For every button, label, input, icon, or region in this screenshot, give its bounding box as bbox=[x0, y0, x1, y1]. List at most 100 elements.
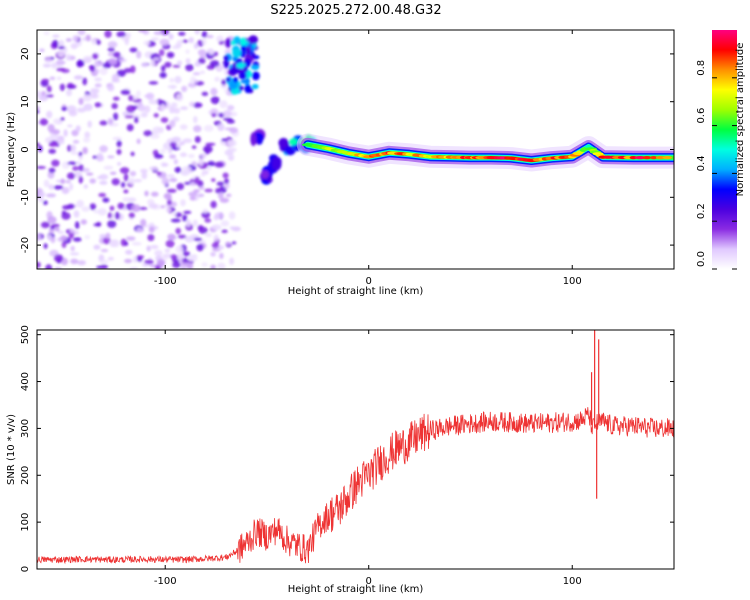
noise-speckle bbox=[151, 191, 159, 197]
noise-speckle bbox=[129, 171, 137, 177]
burst-blob bbox=[230, 40, 236, 46]
noise-speckle bbox=[61, 212, 71, 220]
noise-speckle bbox=[136, 255, 145, 259]
noise-speckle bbox=[167, 85, 178, 89]
noise-speckle bbox=[219, 100, 228, 109]
noise-speckle bbox=[134, 179, 142, 183]
noise-speckle bbox=[207, 160, 216, 167]
noise-speckle bbox=[38, 95, 49, 102]
noise-speckle bbox=[217, 192, 224, 199]
colorbar-label: Normalized spectral amplitude bbox=[735, 43, 746, 197]
noise-speckle bbox=[81, 37, 87, 41]
noise-speckle bbox=[160, 205, 165, 209]
noise-speckle bbox=[173, 107, 181, 114]
noise-speckle bbox=[53, 118, 62, 125]
transition-blob bbox=[250, 132, 257, 147]
snr-y-label: SNR (10 * v/v) bbox=[6, 414, 17, 485]
noise-speckle bbox=[174, 212, 183, 218]
noise-speckle bbox=[130, 151, 135, 157]
snr-y-tick-label: 0 bbox=[20, 566, 31, 572]
noise-speckle bbox=[102, 174, 109, 180]
noise-speckle bbox=[162, 256, 169, 260]
noise-speckle bbox=[82, 77, 88, 86]
noise-speckle bbox=[187, 256, 198, 262]
noise-speckle bbox=[95, 39, 101, 45]
noise-speckle bbox=[182, 257, 189, 264]
noise-speckle bbox=[144, 259, 154, 265]
noise-speckle bbox=[86, 172, 94, 176]
noise-speckle bbox=[186, 219, 191, 228]
snr-x-ticks: -100 0 100 bbox=[154, 330, 582, 587]
noise-speckle bbox=[89, 203, 97, 211]
noise-speckle bbox=[136, 50, 142, 59]
noise-speckle bbox=[154, 153, 164, 159]
snr-x-tick-label: 100 bbox=[563, 576, 582, 587]
noise-speckle bbox=[164, 61, 172, 68]
noise-speckle bbox=[222, 172, 229, 179]
noise-speckle bbox=[66, 89, 72, 97]
noise-speckle bbox=[70, 258, 79, 265]
noise-speckle bbox=[81, 206, 90, 212]
noise-speckle bbox=[76, 161, 81, 165]
noise-speckle bbox=[203, 124, 214, 132]
noise-speckle bbox=[45, 264, 53, 269]
noise-speckle bbox=[194, 176, 201, 185]
noise-speckle bbox=[180, 265, 187, 269]
snr-frame bbox=[36, 329, 675, 570]
noise-speckle bbox=[107, 47, 115, 52]
noise-speckle bbox=[67, 124, 73, 128]
noise-speckle bbox=[43, 31, 50, 35]
noise-speckle bbox=[93, 223, 101, 227]
noise-speckle bbox=[182, 214, 188, 222]
noise-speckle bbox=[94, 83, 102, 88]
noise-speckle bbox=[192, 102, 203, 108]
noise-speckle bbox=[61, 106, 68, 111]
noise-speckle bbox=[124, 32, 131, 38]
noise-speckle bbox=[224, 49, 232, 55]
spectrogram-x-ticks: -100 0 100 bbox=[154, 30, 582, 287]
burst-blob bbox=[229, 66, 239, 75]
noise-speckle bbox=[167, 174, 175, 178]
noise-speckle bbox=[80, 219, 88, 225]
noise-speckle bbox=[192, 219, 198, 227]
noise-speckle bbox=[134, 116, 139, 124]
noise-speckle bbox=[175, 93, 184, 102]
noise-speckle bbox=[160, 65, 166, 72]
noise-speckle bbox=[227, 105, 235, 111]
noise-speckle bbox=[161, 162, 169, 167]
noise-speckle bbox=[128, 177, 136, 185]
noise-speckle bbox=[201, 31, 208, 38]
noise-speckle bbox=[66, 172, 76, 180]
noise-speckle bbox=[56, 179, 62, 183]
noise-speckle bbox=[126, 236, 136, 241]
noise-speckle bbox=[138, 105, 146, 112]
noise-speckle bbox=[107, 155, 115, 159]
noise-speckle bbox=[153, 31, 164, 35]
snr-y-tick-label: 100 bbox=[20, 513, 31, 532]
noise-speckle bbox=[211, 224, 222, 231]
noise-speckle bbox=[99, 120, 108, 126]
noise-speckle bbox=[50, 226, 55, 230]
burst-blob bbox=[251, 52, 256, 58]
noise-speckle bbox=[62, 205, 72, 210]
noise-speckle bbox=[221, 229, 228, 234]
noise-speckle bbox=[165, 207, 172, 213]
noise-speckle bbox=[152, 126, 162, 134]
noise-speckle bbox=[123, 68, 132, 73]
noise-speckle bbox=[56, 76, 62, 80]
noise-speckle bbox=[76, 107, 86, 113]
noise-speckle bbox=[169, 141, 177, 149]
noise-speckle bbox=[55, 60, 66, 65]
noise-speckle bbox=[175, 245, 184, 253]
noise-speckle bbox=[205, 142, 216, 146]
noise-speckle bbox=[188, 191, 198, 197]
snr-y-tick-label: 200 bbox=[20, 466, 31, 485]
noise-speckle bbox=[203, 145, 213, 154]
burst-blob bbox=[240, 79, 250, 84]
noise-speckle bbox=[169, 105, 175, 114]
noise-speckle bbox=[107, 117, 114, 125]
noise-speckle bbox=[69, 252, 80, 256]
noise-speckle bbox=[185, 49, 190, 54]
spectrogram-x-tick-label: 100 bbox=[563, 276, 582, 287]
noise-speckle bbox=[92, 53, 99, 60]
